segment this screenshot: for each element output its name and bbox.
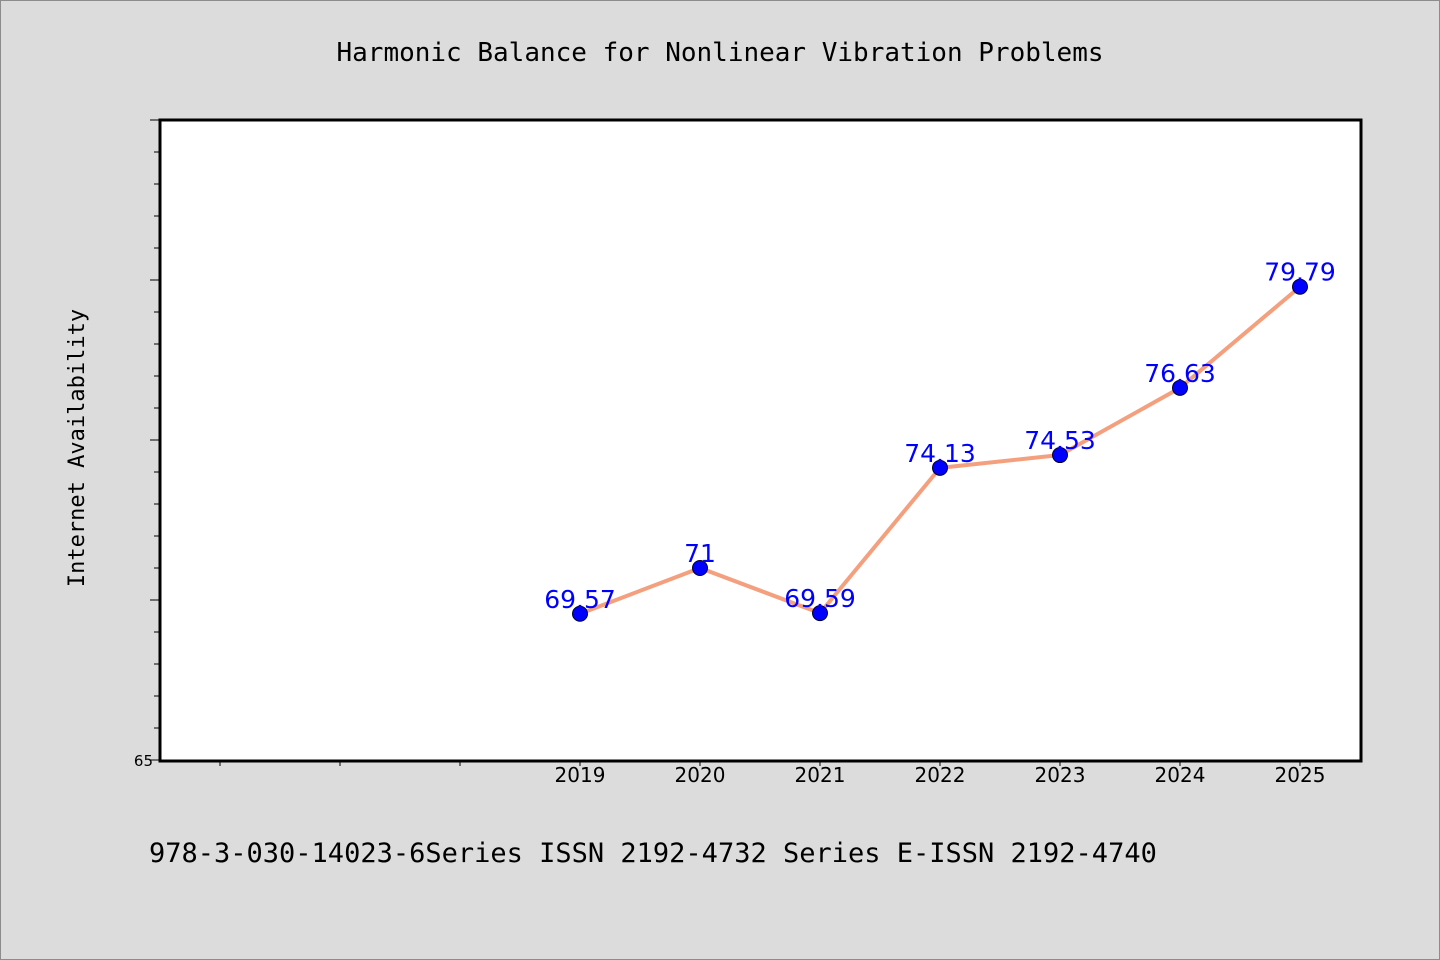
axis-ticks bbox=[150, 119, 1301, 766]
data-point bbox=[572, 605, 588, 622]
x-tick-label: 2019 bbox=[555, 763, 606, 787]
plot-area bbox=[158, 118, 1363, 763]
data-points bbox=[572, 278, 1308, 622]
x-tick-label: 2025 bbox=[1275, 763, 1326, 787]
data-point bbox=[932, 459, 948, 476]
x-tick-label: 2020 bbox=[675, 763, 726, 787]
data-point bbox=[1172, 379, 1188, 396]
x-tick-label: 2023 bbox=[1035, 763, 1086, 787]
data-label: 74.53 bbox=[1024, 426, 1096, 455]
data-point bbox=[1292, 278, 1308, 295]
data-point bbox=[812, 605, 828, 622]
data-point bbox=[1052, 447, 1068, 464]
data-point bbox=[692, 560, 708, 576]
x-tick-labels: 2019 2020 2021 2022 2023 2024 2025 bbox=[555, 763, 1326, 787]
y-axis-label: Internet Availability bbox=[65, 309, 90, 587]
chart-title: Harmonic Balance for Nonlinear Vibration… bbox=[336, 38, 1103, 68]
data-label: 74.13 bbox=[904, 439, 976, 468]
data-label: 71 bbox=[684, 539, 716, 568]
footer-text: 978-3-030-14023-6Series ISSN 2192-4732 S… bbox=[149, 838, 1157, 869]
data-label: 79.79 bbox=[1264, 258, 1336, 287]
x-tick-label: 2022 bbox=[915, 763, 966, 787]
x-tick-label: 2024 bbox=[1155, 763, 1206, 787]
data-label: 69.59 bbox=[784, 584, 856, 613]
y-tick-labels: 65 bbox=[134, 752, 153, 770]
y-tick-label: 65 bbox=[134, 752, 153, 770]
x-tick-label: 2021 bbox=[795, 763, 846, 787]
data-labels: 69.57 71 69.59 74.13 74.53 76.63 79.79 bbox=[544, 258, 1336, 614]
data-label: 69.57 bbox=[544, 585, 616, 614]
data-label: 76.63 bbox=[1144, 359, 1216, 388]
